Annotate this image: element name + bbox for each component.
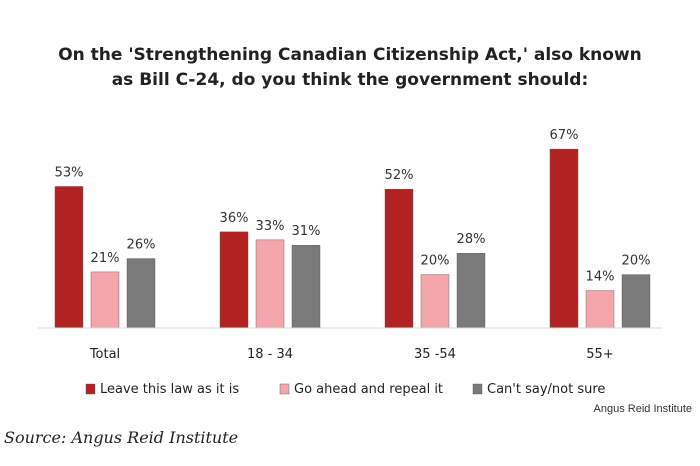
category-label-3: 55+ (586, 347, 613, 362)
legend-swatch-0 (85, 383, 96, 395)
legend-label-2: Can't say/not sure (487, 382, 605, 397)
bar-0-0 (54, 186, 84, 329)
data-label-2-0: 52% (385, 168, 414, 183)
data-label-1-0: 36% (220, 211, 249, 226)
data-label-3-0: 67% (550, 128, 579, 143)
data-label-1-1: 33% (256, 219, 285, 234)
chart: On the 'Strengthening Canadian Citizensh… (38, 45, 692, 415)
legend-swatch-1 (279, 383, 290, 395)
legend-label-1: Go ahead and repeal it (294, 382, 443, 397)
source-caption: Source: Angus Reid Institute (4, 428, 239, 447)
bar-1-0 (219, 231, 249, 329)
bar-3-2 (621, 274, 651, 329)
data-label-0-1: 21% (91, 251, 120, 266)
chart-credit: Angus Reid Institute (594, 403, 692, 415)
data-label-2-2: 28% (457, 232, 486, 247)
bars-layer: 53% 21% 26% 36% 33% 31% 52% 20% 28% 67% 14% 20% (54, 128, 651, 329)
data-label-2-1: 20% (421, 254, 450, 269)
bar-0-1 (90, 271, 120, 329)
bar-0-2 (126, 258, 156, 329)
bar-1-1 (255, 239, 285, 329)
category-labels: Total 18 - 34 35 -54 55+ (89, 347, 614, 362)
bar-3-1 (585, 290, 615, 329)
data-label-3-2: 20% (622, 254, 651, 269)
category-label-0: Total (89, 347, 120, 362)
bar-2-1 (420, 274, 450, 329)
legend-label-0: Leave this law as it is (100, 382, 239, 397)
category-label-2: 35 -54 (414, 347, 456, 362)
bar-1-2 (291, 245, 321, 329)
data-label-0-2: 26% (127, 238, 156, 253)
category-label-1: 18 - 34 (247, 347, 293, 362)
chart-title-line-1: On the 'Strengthening Canadian Citizensh… (58, 45, 642, 65)
data-label-0-0: 53% (55, 165, 84, 180)
bar-3-0 (549, 148, 579, 329)
legend-swatch-2 (472, 383, 483, 395)
data-label-3-1: 14% (586, 270, 615, 285)
legend: Leave this law as it is Go ahead and repe… (85, 382, 605, 397)
bar-2-2 (456, 253, 486, 329)
data-label-1-2: 31% (292, 224, 321, 239)
chart-title-line-2: as Bill C-24, do you think the governmen… (112, 70, 589, 90)
bar-2-0 (384, 188, 414, 329)
